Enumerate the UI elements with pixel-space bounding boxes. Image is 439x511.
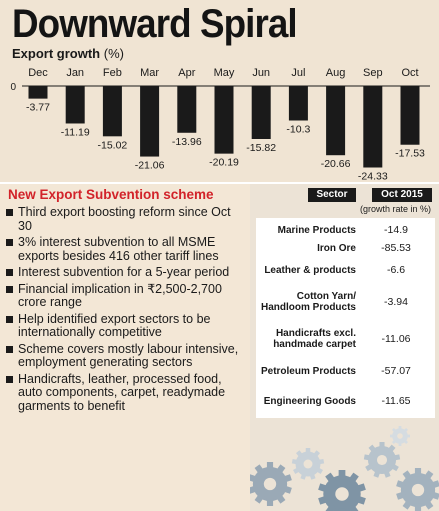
value-label: -11.19 <box>61 126 90 138</box>
zero-tick-label: 0 <box>10 82 16 93</box>
category-label: Jan <box>66 67 84 79</box>
gear-icon <box>250 462 292 506</box>
table-row: Iron Ore -85.53 <box>256 240 435 256</box>
table-row: Marine Products -14.9 <box>256 222 435 238</box>
scheme-panel: New Export Subvention scheme Third expor… <box>0 184 246 511</box>
subtitle-unit: (%) <box>103 46 124 61</box>
table-row: Engineering Goods -11.65 <box>256 388 435 414</box>
sector-name: Iron Ore <box>317 242 356 254</box>
sector-name: Handicrafts excl. handmade carpet <box>273 328 356 350</box>
value-label: -15.02 <box>98 139 128 151</box>
value-label: -24.33 <box>358 171 388 182</box>
value-label: -20.66 <box>321 158 351 170</box>
bar <box>363 86 383 168</box>
sector-header: Sector <box>308 188 356 202</box>
scheme-item: Handicrafts, leather, processed food, au… <box>6 371 242 414</box>
bullet-icon <box>6 285 13 293</box>
value-label: -3.77 <box>26 102 50 114</box>
sector-value: -57.07 <box>381 365 411 377</box>
section-divider <box>0 182 439 184</box>
value-label: -10.3 <box>286 124 310 136</box>
value-label: -20.19 <box>209 157 239 169</box>
scheme-item-text: Financial implication in ₹2,500-2,700 cr… <box>18 281 222 309</box>
sector-value: -85.53 <box>381 242 411 254</box>
category-label: Dec <box>28 67 48 79</box>
sector-value: -11.06 <box>381 333 411 345</box>
bar <box>140 86 160 157</box>
sector-name: Engineering Goods <box>263 395 356 407</box>
scheme-item-text: 3% interest subvention to all MSME expor… <box>18 235 219 263</box>
category-label: May <box>214 67 235 79</box>
value-label: -13.96 <box>172 136 202 148</box>
gear-icon <box>390 426 410 446</box>
scheme-list: Third export boosting reform since Oct 3… <box>6 205 242 416</box>
sector-name: Marine Products <box>277 224 356 236</box>
period-header: Oct 2015 <box>372 188 432 202</box>
bullet-icon <box>6 239 13 246</box>
table-row: Petroleum Products -57.07 <box>256 358 435 384</box>
page-title: Downward Spiral <box>12 2 298 46</box>
gear-icon <box>396 468 439 511</box>
bullet-icon <box>6 315 13 323</box>
sector-value: -6.6 <box>386 264 406 276</box>
gear-icon <box>318 470 366 511</box>
scheme-item-text: Interest subvention for a 5-year period <box>18 265 230 279</box>
export-growth-bar-chart: 0 Dec -3.77 Jan -11.19 Feb -15.02 Mar -21.06 Apr -… <box>10 67 430 182</box>
bullet-icon <box>6 375 13 383</box>
scheme-title: New Export Subvention scheme <box>8 187 214 202</box>
bar <box>177 86 197 133</box>
scheme-item-text: Help identified export sectors to be int… <box>18 311 211 339</box>
category-label: Jun <box>252 67 270 79</box>
category-label: Jul <box>291 67 305 79</box>
scheme-item: Help identified export sectors to be int… <box>6 311 242 340</box>
sector-value: -3.94 <box>384 296 408 308</box>
value-label: -15.82 <box>246 142 276 154</box>
gear-icon <box>363 442 401 478</box>
sector-name: Petroleum Products <box>260 365 356 377</box>
scheme-item: 3% interest subvention to all MSME expor… <box>6 235 242 263</box>
bar <box>251 86 271 139</box>
gear-icon <box>291 448 325 480</box>
table-row: Handicrafts excl. handmade carpet -11.06 <box>256 322 435 356</box>
category-label: Feb <box>103 67 122 79</box>
scheme-item: Third export boosting reform since Oct 3… <box>6 205 242 233</box>
subtitle-label: Export growth <box>12 46 101 61</box>
category-label: Aug <box>326 67 346 79</box>
bullet-icon <box>6 209 13 216</box>
scheme-item: Scheme covers mostly labour intensive, e… <box>6 341 242 370</box>
category-label: Mar <box>140 67 159 79</box>
bar <box>214 86 234 154</box>
bar <box>326 86 346 156</box>
sector-name: Cotton Yarn/ Handloom Products <box>260 291 356 313</box>
scheme-item-text: Scheme covers mostly labour intensive, e… <box>18 341 239 369</box>
bar <box>288 86 308 121</box>
scheme-item: Financial implication in ₹2,500-2,700 cr… <box>6 281 242 310</box>
scheme-item-text: Handicrafts, leather, processed food, au… <box>18 371 226 413</box>
chart-subtitle: Export growth (%) <box>12 46 124 61</box>
bar <box>28 86 48 99</box>
bar <box>65 86 85 124</box>
unit-note: (growth rate in %) <box>360 204 432 214</box>
chart-section: Downward Spiral Export growth (%) 0 Dec -3… <box>0 0 439 182</box>
category-label: Oct <box>401 67 418 79</box>
category-label: Apr <box>178 67 195 79</box>
bar <box>102 86 122 137</box>
table-row: Leather & products -6.6 <box>256 258 435 282</box>
sector-value: -11.65 <box>381 395 411 407</box>
scheme-item: Interest subvention for a 5-year period <box>6 265 242 280</box>
value-label: -17.53 <box>395 148 425 160</box>
table-row: Cotton Yarn/ Handloom Products -3.94 <box>256 284 435 320</box>
bullet-icon <box>6 345 13 353</box>
sector-value: -14.9 <box>384 224 408 236</box>
category-label: Sep <box>363 67 383 79</box>
bar <box>400 86 420 145</box>
sector-name: Leather & products <box>264 264 356 276</box>
scheme-item-text: Third export boosting reform since Oct 3… <box>18 205 231 233</box>
value-label: -21.06 <box>135 160 165 172</box>
sector-table: Marine Products -14.9 Iron Ore -85.53 Le… <box>256 218 435 418</box>
gears-illustration <box>250 426 439 511</box>
bullet-icon <box>6 269 13 276</box>
sector-panel: Sector Oct 2015 (growth rate in %) Marin… <box>250 184 439 511</box>
